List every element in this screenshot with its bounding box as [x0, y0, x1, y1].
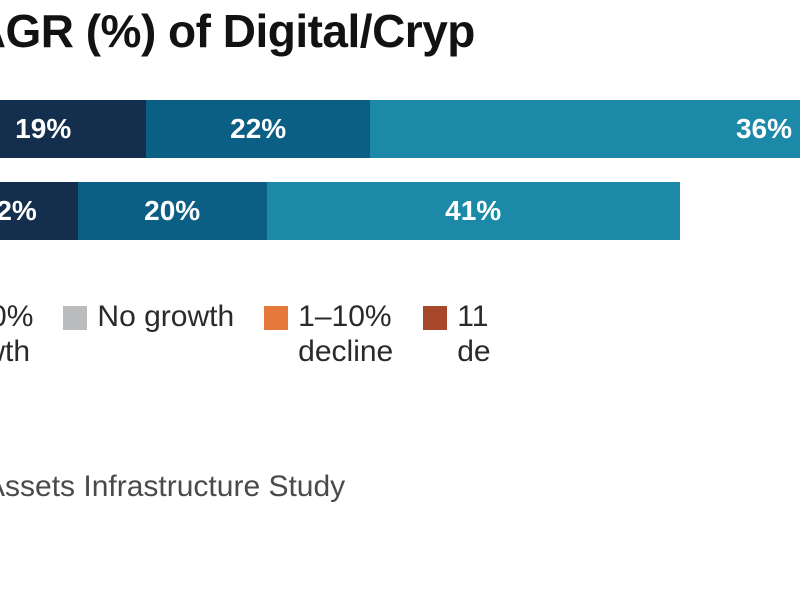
legend-swatch: [264, 306, 288, 330]
bar-segment: 36%: [370, 100, 800, 158]
legend-item: 1–10% decline: [264, 300, 393, 369]
legend-item: 1–10% growth: [0, 300, 33, 369]
legend-label: No growth: [97, 300, 234, 335]
stacked-bars: 19%22%36% 12%20%41%: [0, 100, 800, 240]
bar-segment: 12%: [0, 182, 78, 240]
legend-swatch: [63, 306, 87, 330]
bar-row: 19%22%36%: [0, 100, 800, 158]
legend-label: 11 de: [457, 300, 490, 369]
legend-label: 1–10% growth: [0, 300, 33, 369]
bar-segment: 22%: [146, 100, 370, 158]
legend-label: 1–10% decline: [298, 300, 393, 369]
legend-item: No growth: [63, 300, 234, 335]
bar-row: 12%20%41%: [0, 182, 800, 240]
source-footnote: ital Assets Infrastructure Study: [0, 470, 345, 504]
bar-segment: 41%: [267, 182, 680, 240]
legend-item: 11 de: [423, 300, 490, 369]
bar-segment: 20%: [78, 182, 267, 240]
bar-segment: 19%: [0, 100, 146, 158]
chart-title: CAGR (%) of Digital/Cryp: [0, 6, 475, 57]
legend: 1–10% growth No growth 1–10% decline 11 de: [0, 300, 491, 369]
legend-swatch: [423, 306, 447, 330]
